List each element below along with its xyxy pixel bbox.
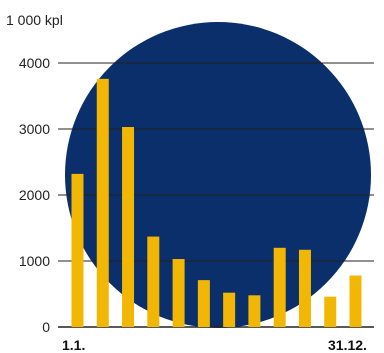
bar-10 bbox=[298, 249, 311, 327]
bar-4 bbox=[147, 236, 160, 327]
bar-2 bbox=[96, 78, 109, 327]
gridlines bbox=[58, 62, 374, 328]
x-axis-end-label: 31.12. bbox=[328, 337, 367, 353]
y-axis-ticks: 0 1000 2000 3000 4000 bbox=[19, 55, 50, 335]
bars bbox=[71, 78, 362, 328]
bar-3 bbox=[122, 127, 135, 328]
decorative-circle bbox=[65, 22, 371, 328]
bar-12 bbox=[349, 275, 362, 327]
y-axis-unit-label: 1 000 kpl bbox=[6, 12, 63, 28]
bar-1 bbox=[71, 173, 84, 327]
bar-7 bbox=[223, 292, 236, 327]
y-tick-label-3000: 3000 bbox=[19, 121, 50, 137]
y-tick-label-1000: 1000 bbox=[19, 253, 50, 269]
bar-8 bbox=[248, 295, 261, 327]
y-tick-label-2000: 2000 bbox=[19, 187, 50, 203]
bar-6 bbox=[197, 280, 210, 327]
bar-5 bbox=[172, 259, 185, 327]
bar-9 bbox=[273, 247, 286, 327]
x-axis-start-label: 1.1. bbox=[62, 337, 85, 353]
y-tick-label-0: 0 bbox=[42, 319, 50, 335]
bar-11 bbox=[324, 296, 337, 327]
y-tick-label-4000: 4000 bbox=[19, 55, 50, 71]
